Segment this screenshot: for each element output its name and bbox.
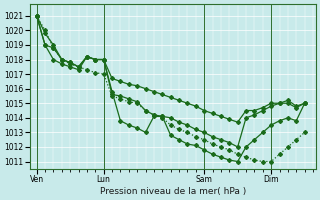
X-axis label: Pression niveau de la mer( hPa ): Pression niveau de la mer( hPa ) — [100, 187, 246, 196]
